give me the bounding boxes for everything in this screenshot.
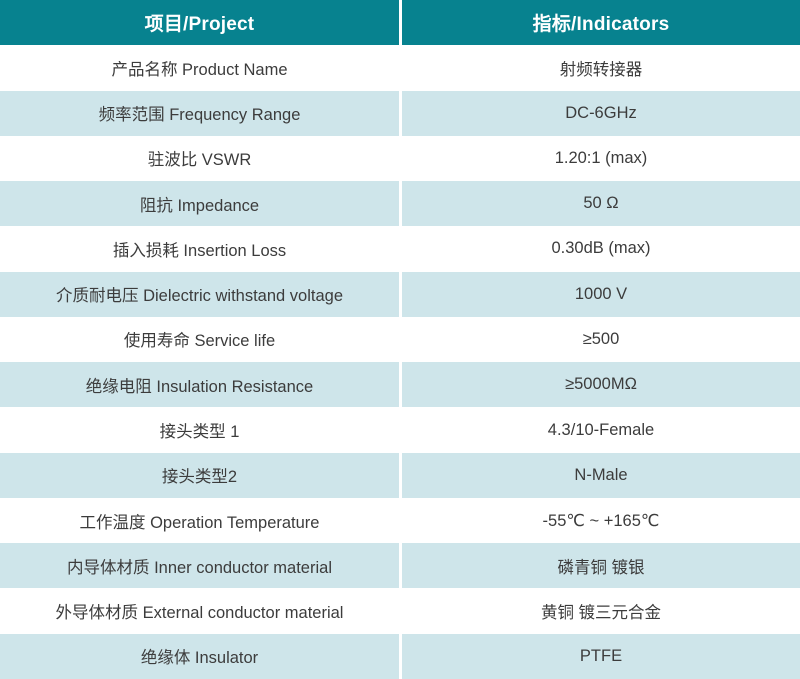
project-cell: 驻波比 VSWR xyxy=(0,135,399,182)
indicator-cell: ≥5000MΩ xyxy=(402,362,800,408)
table-row: 绝缘体 Insulator PTFE xyxy=(0,633,800,679)
table-header-row: 项目/Project 指标/Indicators xyxy=(0,0,800,46)
indicator-cell: PTFE xyxy=(402,633,800,679)
table-row: 插入损耗 Insertion Loss 0.30dB (max) xyxy=(0,226,800,272)
table-row: 接头类型2 N-Male xyxy=(0,452,800,498)
indicator-cell: 黄铜 镀三元合金 xyxy=(402,588,800,634)
project-cell: 介质耐电压 Dielectric withstand voltage xyxy=(0,271,399,317)
table-row: 绝缘电阻 Insulation Resistance ≥5000MΩ xyxy=(0,362,800,408)
table-row: 驻波比 VSWR 1.20:1 (max) xyxy=(0,135,800,182)
table-row: 工作温度 Operation Temperature -55℃ ~ +165℃ xyxy=(0,497,800,544)
header-cell-project: 项目/Project xyxy=(0,0,399,46)
project-cell: 接头类型2 xyxy=(0,452,399,498)
project-cell: 阻抗 Impedance xyxy=(0,181,399,227)
table-row: 使用寿命 Service life ≥500 xyxy=(0,316,800,363)
table-row: 接头类型 1 4.3/10-Female xyxy=(0,407,800,453)
indicator-cell: 50 Ω xyxy=(402,181,800,227)
indicator-cell: 射频转接器 xyxy=(402,45,800,91)
table-row: 介质耐电压 Dielectric withstand voltage 1000 … xyxy=(0,271,800,317)
indicator-cell: DC-6GHz xyxy=(402,90,800,136)
project-cell: 绝缘电阻 Insulation Resistance xyxy=(0,362,399,408)
indicator-cell: ≥500 xyxy=(402,316,800,363)
project-cell: 内导体材质 Inner conductor material xyxy=(0,543,399,589)
indicator-cell: N-Male xyxy=(402,452,800,498)
indicator-cell: -55℃ ~ +165℃ xyxy=(402,497,800,544)
table-row: 外导体材质 External conductor material 黄铜 镀三元… xyxy=(0,588,800,634)
indicator-cell: 磷青铜 镀银 xyxy=(402,543,800,589)
indicator-cell: 1.20:1 (max) xyxy=(402,135,800,182)
indicator-cell: 4.3/10-Female xyxy=(402,407,800,453)
header-cell-indicators: 指标/Indicators xyxy=(402,0,800,46)
table-row: 产品名称 Product Name 射频转接器 xyxy=(0,45,800,91)
table-row: 频率范围 Frequency Range DC-6GHz xyxy=(0,90,800,136)
project-cell: 插入损耗 Insertion Loss xyxy=(0,226,399,272)
indicator-cell: 1000 V xyxy=(402,271,800,317)
project-cell: 接头类型 1 xyxy=(0,407,399,453)
table-row: 内导体材质 Inner conductor material 磷青铜 镀银 xyxy=(0,543,800,589)
table-row: 阻抗 Impedance 50 Ω xyxy=(0,181,800,227)
project-cell: 绝缘体 Insulator xyxy=(0,633,399,679)
indicator-cell: 0.30dB (max) xyxy=(402,226,800,272)
project-cell: 外导体材质 External conductor material xyxy=(0,588,399,634)
project-cell: 工作温度 Operation Temperature xyxy=(0,497,399,544)
project-cell: 使用寿命 Service life xyxy=(0,316,399,363)
project-cell: 产品名称 Product Name xyxy=(0,45,399,91)
project-cell: 频率范围 Frequency Range xyxy=(0,90,399,136)
